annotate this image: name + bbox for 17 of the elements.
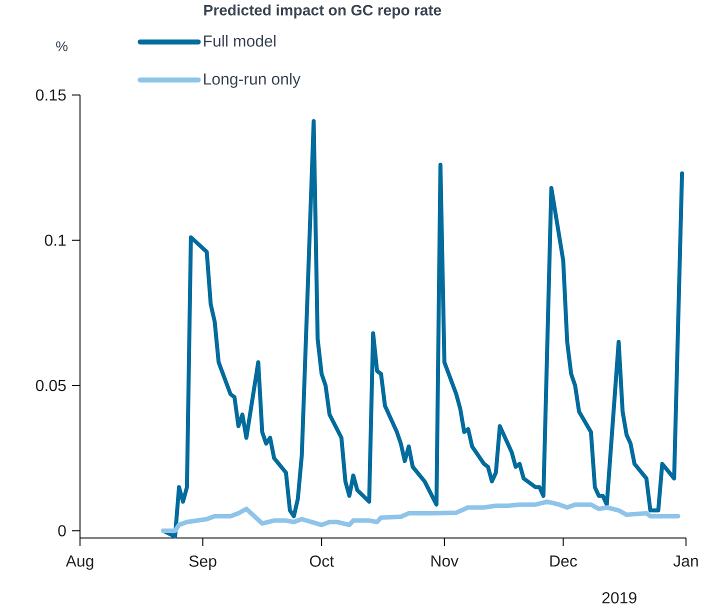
x-tick-label: Nov	[431, 556, 459, 567]
chart-title: Predicted impact on GC repo rate	[204, 4, 442, 18]
x-tick-label: Aug	[66, 556, 94, 570]
x-tick-label: Sep	[189, 556, 216, 570]
y-tick-label: 0.05	[36, 380, 66, 392]
x-tick-label: Dec	[550, 556, 578, 567]
x-tick-label: Jan	[673, 556, 698, 567]
line-series	[160, 499, 680, 533]
text: 2019	[602, 592, 636, 604]
y-tick-label: 0	[58, 525, 66, 536]
line-series	[161, 119, 684, 539]
y-tick-label: 0.1	[44, 234, 66, 246]
x-tick-label: Oct	[310, 556, 334, 567]
y-tick-label: 0.15	[36, 89, 66, 101]
y-axis-title: %	[56, 41, 68, 52]
legend-label: Long-run only	[204, 72, 301, 88]
legend-label: Full model	[204, 34, 276, 47]
